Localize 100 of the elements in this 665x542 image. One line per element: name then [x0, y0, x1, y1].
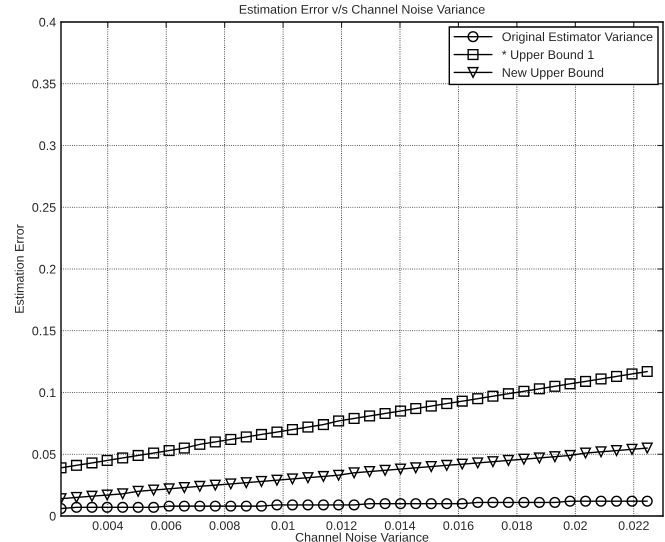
point — [210, 480, 221, 491]
point — [502, 496, 514, 508]
point — [194, 500, 206, 512]
y-tick-label: 0 — [50, 512, 56, 521]
point — [302, 422, 314, 433]
x-tick-label: 0.022 — [618, 521, 649, 530]
point — [380, 464, 391, 476]
point — [210, 500, 221, 512]
y-tick-label: 0.3 — [39, 141, 56, 150]
point — [132, 450, 144, 462]
x-tick-label: 0.01 — [271, 521, 295, 530]
point — [642, 442, 653, 454]
point — [148, 502, 160, 513]
point — [333, 415, 344, 426]
point — [426, 400, 437, 412]
point — [102, 489, 113, 501]
point — [148, 447, 160, 459]
point — [626, 368, 638, 380]
y-axis-title: Estimation Error — [14, 224, 24, 313]
point — [240, 477, 252, 488]
x-tick-label: 0.004 — [92, 521, 124, 530]
point — [426, 498, 437, 510]
x-tick-label: 0.012 — [326, 521, 357, 530]
point — [178, 500, 190, 512]
point — [395, 498, 406, 510]
point — [164, 500, 175, 512]
point — [364, 410, 376, 422]
point — [364, 466, 376, 478]
point — [456, 498, 468, 510]
point — [487, 390, 498, 402]
point — [472, 393, 484, 404]
point — [148, 484, 160, 496]
point — [472, 457, 484, 468]
point — [318, 499, 329, 510]
point — [410, 498, 422, 510]
point — [549, 451, 560, 462]
point — [70, 460, 82, 471]
point — [642, 366, 653, 378]
point — [518, 454, 530, 465]
point — [518, 386, 530, 397]
point — [348, 467, 360, 478]
point — [102, 502, 113, 513]
point — [240, 500, 252, 512]
x-tick-label: 0.014 — [384, 521, 416, 530]
point — [595, 496, 607, 507]
point — [610, 444, 622, 456]
point — [534, 496, 545, 508]
point — [86, 502, 98, 513]
point — [534, 452, 545, 464]
point — [549, 380, 560, 392]
point — [472, 496, 484, 508]
point — [225, 434, 236, 445]
point — [333, 499, 344, 510]
point — [86, 490, 98, 502]
legend-label: New Upper Bound — [502, 68, 604, 80]
point — [580, 447, 592, 459]
point — [286, 499, 298, 510]
point — [595, 373, 607, 384]
legend-label: * Upper Bound 1 — [502, 50, 594, 62]
point — [564, 378, 576, 390]
point — [534, 383, 545, 394]
point — [395, 405, 406, 417]
point — [580, 496, 592, 507]
point — [333, 470, 344, 481]
point — [610, 370, 622, 382]
point — [564, 496, 576, 507]
point — [225, 478, 236, 490]
point — [318, 419, 329, 430]
legend-label: Original Estimator Variance — [502, 32, 652, 44]
point — [564, 450, 576, 462]
point — [132, 486, 144, 497]
point — [549, 496, 560, 508]
point — [502, 454, 514, 466]
x-tick-label: 0.008 — [210, 521, 240, 530]
point — [518, 496, 530, 508]
point — [380, 408, 391, 420]
y-tick-label: 0.35 — [32, 80, 56, 88]
point — [380, 498, 391, 510]
y-tick-label: 0.05 — [32, 450, 56, 459]
point — [441, 498, 452, 510]
point — [286, 424, 298, 436]
point — [164, 444, 175, 456]
x-tick-label: 0.02 — [564, 521, 587, 530]
point — [271, 426, 283, 438]
point — [395, 464, 406, 475]
point — [194, 480, 206, 492]
point — [86, 457, 98, 468]
point — [240, 431, 252, 443]
point — [426, 461, 437, 472]
point — [164, 483, 175, 494]
y-tick-label: 0.2 — [39, 264, 56, 274]
x-tick-label: 0.016 — [443, 521, 474, 530]
point — [364, 498, 376, 510]
point — [441, 460, 452, 471]
point — [286, 473, 298, 485]
point — [194, 438, 206, 450]
point — [178, 482, 190, 494]
point — [610, 496, 622, 507]
point — [642, 496, 653, 507]
point — [256, 500, 268, 512]
